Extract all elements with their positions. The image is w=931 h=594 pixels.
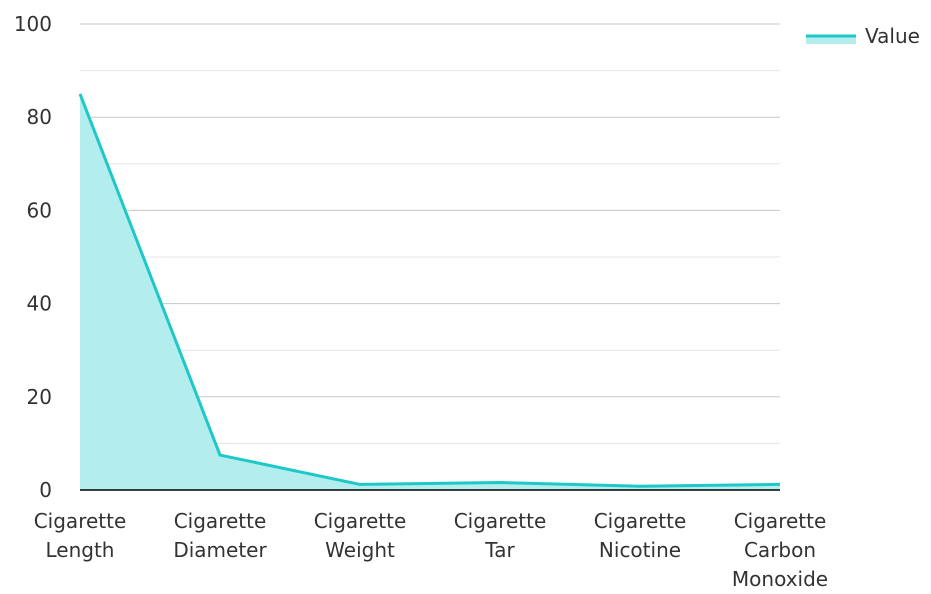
x-tick-label-line: Diameter (173, 538, 267, 562)
x-tick-label-line: Nicotine (599, 538, 681, 562)
legend-label: Value (865, 24, 920, 48)
y-tick-label: 20 (27, 385, 52, 409)
y-tick-label: 60 (27, 198, 52, 222)
x-tick-label: Cigarette Tar (454, 509, 547, 562)
x-tick-label: Cigarette Weight (314, 509, 407, 562)
x-tick-label-line: Cigarette (174, 509, 267, 533)
axes: 0 20 40 60 80 100 Cigarette Length Cigarette Diam… (14, 12, 828, 591)
data-point (358, 482, 362, 486)
x-tick-label: Cigarette Diameter (173, 509, 267, 562)
x-tick-label: Cigarette Nicotine (594, 509, 687, 562)
x-tick-label-line: Cigarette (594, 509, 687, 533)
y-tick-label: 0 (39, 478, 52, 502)
x-tick-label: Cigarette Carbon Monoxide (732, 509, 828, 591)
x-tick-label-line: Monoxide (732, 567, 828, 591)
series-line (78, 93, 781, 488)
x-tick-label: Cigarette Length (34, 509, 127, 562)
x-tick-label-line: Tar (484, 538, 515, 562)
data-point (638, 484, 642, 488)
y-tick-label: 100 (14, 12, 52, 36)
data-point (778, 482, 782, 486)
x-tick-label-line: Cigarette (734, 509, 827, 533)
data-point (218, 453, 222, 457)
data-point (78, 92, 82, 96)
x-tick-label-line: Cigarette (314, 509, 407, 533)
plot-area (78, 92, 782, 491)
x-tick-label-line: Cigarette (454, 509, 547, 533)
x-tick-label-line: Carbon (744, 538, 816, 562)
data-point (498, 481, 502, 485)
series-area (80, 93, 780, 491)
x-tick-label-line: Length (46, 538, 115, 562)
legend-swatch-fill (806, 35, 856, 44)
legend[interactable]: Value (806, 24, 920, 48)
x-tick-label-line: Weight (325, 538, 395, 562)
y-tick-label: 40 (27, 292, 52, 316)
y-tick-label: 80 (27, 105, 52, 129)
x-tick-label-line: Cigarette (34, 509, 127, 533)
